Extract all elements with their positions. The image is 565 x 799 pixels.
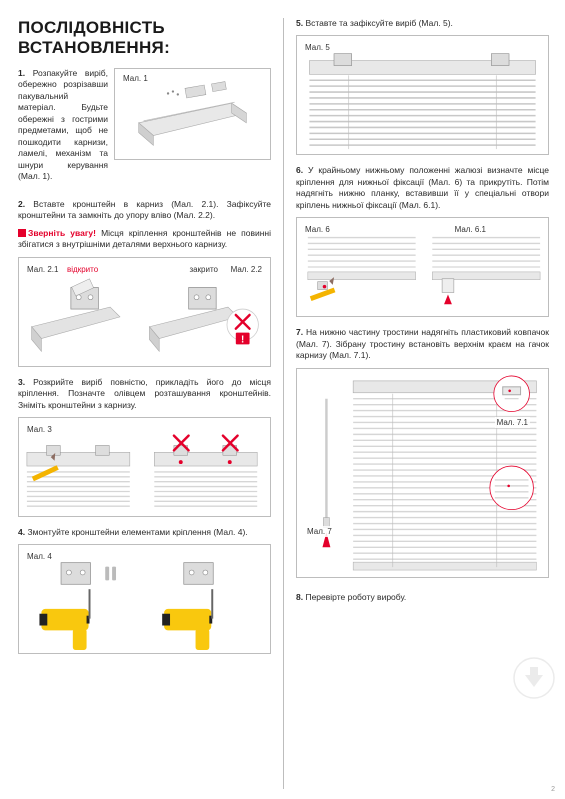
- figure-7: Мал. 7 Мал. 7.1: [296, 368, 549, 578]
- svg-text:!: !: [241, 334, 244, 345]
- fig6-illustration: [297, 218, 548, 316]
- step2-warning: Зверніть увагу! Місця кріплення кронштей…: [18, 228, 271, 251]
- fig4-illustration: [19, 545, 270, 653]
- step8-text: 8. Перевірте роботу виробу.: [296, 592, 549, 603]
- step6-text: 6. У крайньому нижньому положенні жалюзі…: [296, 165, 549, 211]
- fig71-label: Мал. 7.1: [495, 417, 530, 428]
- fig7-label: Мал. 7: [305, 526, 334, 537]
- closed-label: закрито: [187, 264, 220, 275]
- figure-1: Мал. 1: [114, 68, 271, 160]
- fig61-label: Мал. 6.1: [453, 224, 488, 235]
- page-number: 2: [551, 786, 555, 793]
- step2-text: 2. Вставте кронштейн в карниз (Мал. 2.1)…: [18, 199, 271, 222]
- step1-block: 1. Розпакуйте виріб, обережно розрізавши…: [18, 68, 271, 189]
- main-title: ПОСЛІДОВНІСТЬ ВСТАНОВЛЕННЯ:: [18, 18, 271, 58]
- fig3-label: Мал. 3: [25, 424, 54, 435]
- fig21-label: Мал. 2.1: [25, 264, 60, 275]
- figure-2: Мал. 2.1 відкрито закрито Мал. 2.2: [18, 257, 271, 367]
- step1-text: 1. Розпакуйте виріб, обережно розрізавши…: [18, 68, 108, 183]
- warning-marker-icon: [18, 229, 26, 237]
- watermark-icon: [513, 657, 555, 699]
- fig5-illustration: [297, 36, 548, 154]
- step7-text: 7. На нижню частину тростини надягніть п…: [296, 327, 549, 361]
- fig6-label: Мал. 6: [303, 224, 332, 235]
- left-column: ПОСЛІДОВНІСТЬ ВСТАНОВЛЕННЯ: 1. Розпакуйт…: [18, 18, 283, 789]
- step3-text: 3. Розкрийте виріб повністю, прикладіть …: [18, 377, 271, 411]
- figure-3: Мал. 3: [18, 417, 271, 517]
- figure-6: Мал. 6 Мал. 6.1: [296, 217, 549, 317]
- fig1-label: Мал. 1: [121, 73, 150, 84]
- fig7-illustration: [297, 369, 548, 577]
- step5-text: 5. Вставте та зафіксуйте виріб (Мал. 5).: [296, 18, 549, 29]
- drill-icon: [162, 590, 213, 651]
- open-label: відкрито: [65, 264, 100, 275]
- figure-5: Мал. 5: [296, 35, 549, 155]
- drill-icon: [39, 590, 90, 651]
- step4-text: 4. Змонтуйте кронштейни елементами кріпл…: [18, 527, 271, 538]
- fig22-label: Мал. 2.2: [229, 264, 264, 275]
- right-column: 5. Вставте та зафіксуйте виріб (Мал. 5).…: [284, 18, 549, 789]
- figure-4: Мал. 4: [18, 544, 271, 654]
- fig5-label: Мал. 5: [303, 42, 332, 53]
- fig4-label: Мал. 4: [25, 551, 54, 562]
- fig3-illustration: [19, 418, 270, 516]
